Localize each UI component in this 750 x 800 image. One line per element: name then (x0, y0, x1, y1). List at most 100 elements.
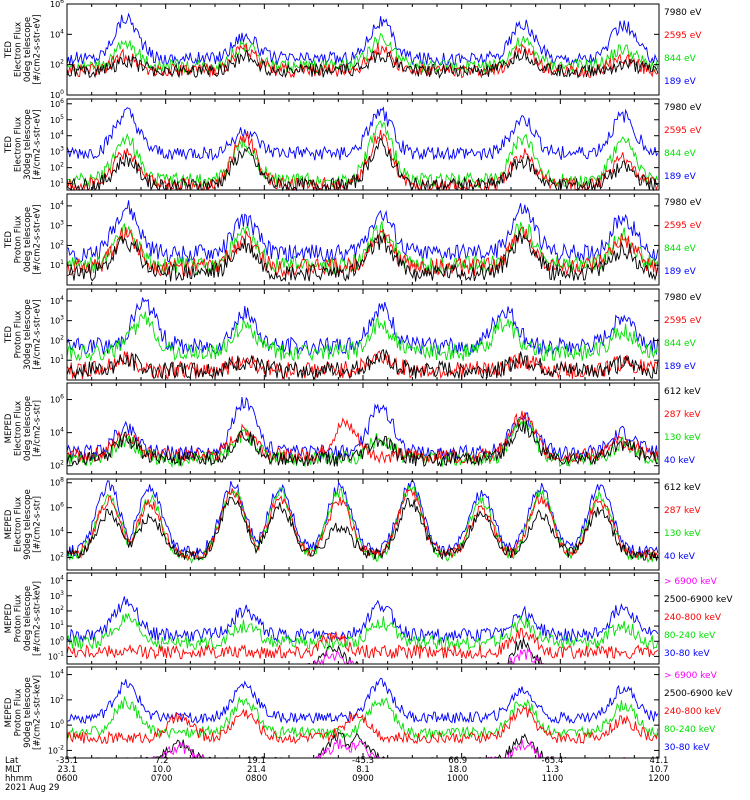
legend-entry: 240-800 keV (664, 707, 722, 717)
legend-entry: 287 keV (664, 410, 701, 420)
y-tick-label: 101 (50, 620, 64, 631)
y-tick-label: 102 (50, 552, 64, 563)
y-tick-label: 106 (50, 394, 64, 405)
panel-frame (66, 3, 660, 96)
ephemeris-tick-value: 19.1 (247, 756, 266, 766)
legend-entry: 30-80 keV (664, 649, 710, 659)
ephemeris-row-label: MLT (5, 765, 22, 775)
y-axis-label: MEPEDElectron Flux0deg telescope[#/cm2-s… (4, 396, 43, 461)
y-tick-label: 103 (50, 146, 64, 157)
series-trace-7-5 (66, 596, 659, 644)
ephemeris-tick-value: 8.1 (356, 765, 370, 775)
legend-entry: 7980 eV (664, 8, 702, 18)
panel-5: 102 104 106 MEPEDElectron Flux0deg telescop… (4, 382, 701, 475)
legend-entry: 844 eV (664, 339, 697, 349)
ephemeris-tick-value: 1.3 (546, 765, 560, 775)
ephemeris-tick-value: 10.7 (650, 765, 669, 775)
legend-entry: 30-80 keV (664, 743, 710, 753)
ephemeris-tick-value: 66.9 (448, 756, 467, 766)
legend-entry: 40 keV (664, 456, 696, 466)
legend-entry: 2595 eV (664, 316, 702, 326)
y-tick-label: 100 (50, 719, 64, 730)
series-trace-3-2 (66, 226, 659, 278)
y-tick-label: 106 (50, 98, 64, 109)
legend-entry: 189 eV (664, 77, 697, 87)
ephemeris-row-label: Lat (5, 756, 19, 766)
y-tick-label: 100 (50, 89, 64, 100)
y-tick-label: 101 (50, 354, 64, 365)
series-trace-1-4 (66, 12, 659, 67)
y-tick-label: 103 (50, 315, 64, 326)
legend-entry: 7980 eV (664, 103, 702, 113)
legend-entry: 844 eV (664, 244, 697, 254)
series-trace-4-4 (66, 297, 659, 356)
ephemeris-tick-value: -45.3 (352, 756, 374, 766)
ephemeris-tick-value: -65.4 (541, 756, 563, 766)
legend-entry: 130 keV (664, 529, 701, 539)
y-tick-label: 104 (50, 295, 64, 306)
series-trace-4-2 (66, 350, 659, 380)
legend-entry: 287 keV (664, 506, 701, 516)
series-trace-2-4 (66, 106, 659, 161)
ephemeris-row-label: hhmm (5, 774, 32, 784)
y-tick-label: 102 (50, 460, 64, 471)
y-tick-label: 104 (50, 130, 64, 141)
legend-entry: 612 keV (664, 483, 701, 493)
y-tick-label: 10-2 (48, 744, 64, 755)
y-tick-label: 102 (50, 59, 64, 70)
legend-entry: 189 eV (664, 267, 697, 277)
legend-entry: 7980 eV (664, 198, 702, 208)
series-trace-5-1 (66, 420, 659, 468)
panel-1: 100 102 104 106 TEDElectron Flux0deg telesco… (4, 0, 702, 100)
y-axis-label: TEDProton Flux30deg telescope[#/cm2-s-st… (4, 299, 43, 370)
y-tick-label: 100 (50, 635, 64, 646)
legend-entry: 189 eV (664, 172, 697, 182)
y-tick-label: 103 (50, 590, 64, 601)
y-tick-label: 106 (50, 0, 64, 9)
panel-6: 102 104 106 108 MEPEDElectron Flux90deg tele… (4, 477, 701, 571)
ephemeris-tick-value: -35.1 (56, 756, 78, 766)
ephemeris-tick-value: 0700 (151, 774, 173, 784)
ephemeris-tick-value: 23.1 (58, 765, 77, 775)
y-tick-label: 104 (50, 427, 64, 438)
series-trace-1-2 (66, 42, 659, 79)
ephemeris-tick-value: 0800 (246, 774, 268, 784)
y-tick-label: 10-1 (48, 650, 64, 661)
series-trace-1-1 (66, 48, 659, 79)
legend-entry: 80-240 keV (664, 631, 716, 641)
plot-date: 2021 Aug 29 (5, 783, 59, 793)
ephemeris-tick-value: 7.2 (155, 756, 169, 766)
series-trace-6-4 (66, 480, 659, 558)
legend-entry: 844 eV (664, 149, 697, 159)
ephemeris-tick-value: 18.0 (448, 765, 467, 775)
y-tick-label: 104 (50, 28, 64, 39)
y-tick-label: 104 (50, 527, 64, 538)
y-tick-label: 102 (50, 605, 64, 616)
legend-entry: 240-800 keV (664, 613, 722, 623)
ephemeris-tick-value: 0600 (56, 774, 78, 784)
y-axis-label: MEPEDProton Flux0deg telescope[#/cm2-s-s… (4, 581, 43, 656)
panel-2: 101 102 103 104 105 106 TEDElectron Flux30deg … (4, 98, 702, 192)
series-trace-7-3 (66, 627, 659, 660)
series-trace-7-4 (66, 612, 659, 651)
legend-entry: 2595 eV (664, 126, 702, 136)
panel-8: 10-2 100 102 104 MEPEDProton Flux90deg teles… (4, 666, 733, 760)
ephemeris-tick-value: 1100 (542, 774, 564, 784)
legend-entry: 844 eV (664, 54, 697, 64)
legend-entry: 189 eV (664, 362, 697, 372)
y-tick-label: 101 (50, 259, 64, 270)
series-trace-3-1 (66, 230, 659, 282)
legend-entry: 40 keV (664, 552, 696, 562)
y-axis-label: MEPEDElectron Flux90deg telescope[#/cm2-… (4, 489, 43, 560)
y-tick-label: 102 (50, 334, 64, 345)
series-trace-1-3 (66, 32, 659, 74)
y-axis-label: MEPEDProton Flux90deg telescope[#/cm2-s-… (4, 675, 43, 750)
legend-entry: 2595 eV (664, 221, 702, 231)
y-axis-label: TEDElectron Flux30deg telescope[#/cm2-s-… (4, 109, 43, 180)
legend-entry: 2595 eV (664, 31, 702, 41)
legend-entry: > 6900 keV (664, 577, 718, 587)
y-tick-label: 102 (50, 162, 64, 173)
panel-3: 101 102 103 104 TEDProton Flux0deg telescope… (4, 193, 702, 286)
